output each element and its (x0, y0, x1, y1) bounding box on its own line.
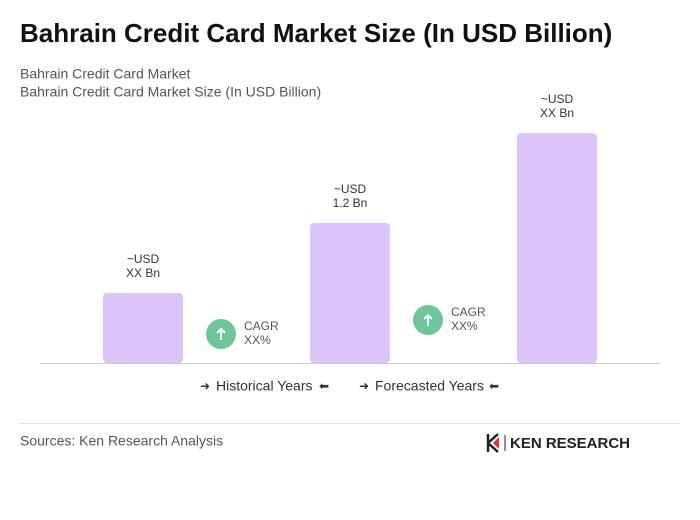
value-label: ~USD XX Bn (540, 92, 574, 120)
bar (103, 293, 183, 363)
arrow: ➜ (359, 379, 369, 393)
cagr-label: CAGR XX% (451, 305, 486, 333)
bar (310, 223, 390, 363)
cagr-label: CAGR XX% (244, 319, 279, 347)
value-label: ~USD 1.2 Bn (333, 182, 368, 210)
cagr-arrow (423, 313, 433, 326)
cagr-arrow (216, 327, 226, 340)
arrow: ⬅ (489, 379, 499, 393)
arrow: ⬅ (319, 379, 329, 393)
bar (517, 133, 597, 363)
value-label: ~USD XX Bn (126, 252, 160, 280)
arrow: ➜ (200, 379, 210, 393)
logo-text: KEN RESEARCH (510, 435, 630, 452)
logo: KEN RESEARCH (486, 433, 630, 453)
subtitle: Bahrain Credit Card Market Size (In USD … (20, 84, 321, 100)
legend-label: Forecasted Years (375, 378, 484, 394)
subtitle: Bahrain Credit Card Market (20, 66, 191, 82)
source: Sources: Ken Research Analysis (20, 433, 223, 449)
chart-title: Bahrain Credit Card Market Size (In USD … (20, 18, 612, 48)
legend-label: Historical Years (216, 378, 313, 394)
legend: ➜ Historical Years ⬅ ➜ Forecasted Years … (200, 378, 499, 394)
